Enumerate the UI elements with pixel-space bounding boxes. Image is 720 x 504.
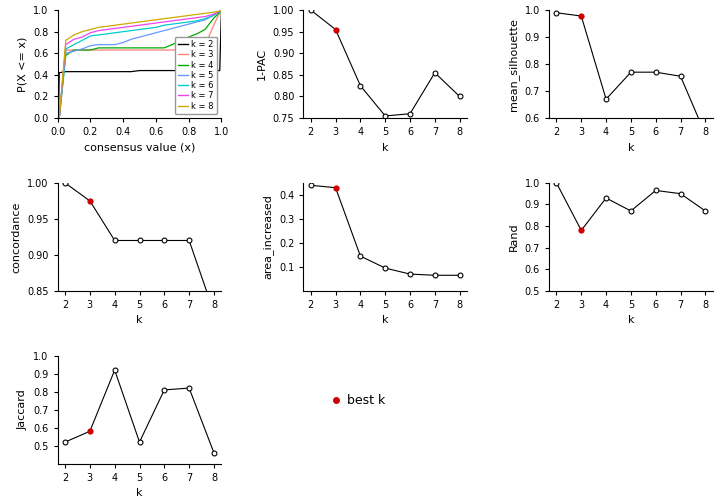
Legend: best k: best k	[326, 389, 390, 412]
Y-axis label: area_increased: area_increased	[262, 195, 274, 279]
Y-axis label: mean_silhouette: mean_silhouette	[508, 18, 519, 110]
X-axis label: k: k	[382, 316, 389, 326]
X-axis label: k: k	[382, 143, 389, 153]
Y-axis label: concordance: concordance	[12, 201, 22, 273]
Y-axis label: P(X <= x): P(X <= x)	[18, 36, 27, 92]
Y-axis label: 1-PAC: 1-PAC	[257, 48, 267, 80]
X-axis label: consensus value (x): consensus value (x)	[84, 143, 195, 153]
X-axis label: k: k	[136, 488, 143, 498]
X-axis label: k: k	[628, 316, 634, 326]
X-axis label: k: k	[628, 143, 634, 153]
Y-axis label: Rand: Rand	[509, 223, 519, 251]
Y-axis label: Jaccard: Jaccard	[18, 389, 27, 430]
Legend: k = 2, k = 3, k = 4, k = 5, k = 6, k = 7, k = 8: k = 2, k = 3, k = 4, k = 5, k = 6, k = 7…	[175, 37, 217, 114]
X-axis label: k: k	[136, 316, 143, 326]
